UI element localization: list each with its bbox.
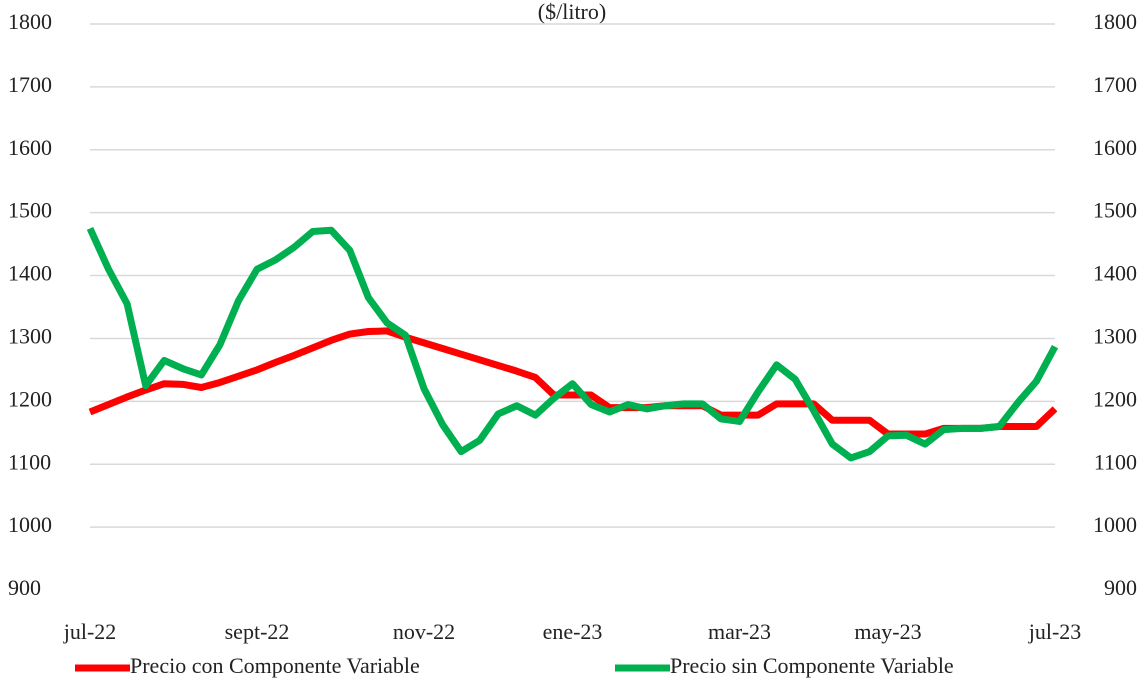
y-tick-label: 1500 [8, 198, 52, 223]
x-tick-label: nov-22 [393, 619, 455, 644]
x-tick-label: ene-23 [543, 619, 603, 644]
y-tick-label: 1300 [8, 323, 52, 348]
y-tick-label: 1200 [8, 386, 52, 411]
series-line [86, 226, 1059, 462]
x-tick-label: mar-23 [708, 619, 771, 644]
legend-label: Precio sin Componente Variable [670, 653, 954, 678]
y2-tick-label: 1600 [1093, 135, 1137, 160]
y-tick-label: 900 [8, 575, 41, 600]
y2-tick-label: 1100 [1094, 449, 1137, 474]
y2-tick-label: 1800 [1093, 9, 1137, 34]
y2-tick-label: 1000 [1093, 512, 1137, 537]
y-tick-label: 1700 [8, 72, 52, 97]
chart-subtitle: ($/litro) [538, 0, 606, 24]
x-tick-label: may-23 [854, 619, 921, 644]
y2-tick-label: 1200 [1093, 386, 1137, 411]
legend-label: Precio con Componente Variable [130, 653, 420, 678]
y2-tick-label: 1400 [1093, 261, 1137, 286]
y-tick-label: 1800 [8, 9, 52, 34]
y-tick-label: 1000 [8, 512, 52, 537]
x-tick-label: sept-22 [225, 619, 290, 644]
y2-tick-label: 900 [1104, 575, 1137, 600]
y-tick-label: 1100 [8, 449, 51, 474]
y2-tick-label: 1300 [1093, 323, 1137, 348]
y-tick-label: 1400 [8, 261, 52, 286]
y2-tick-label: 1500 [1093, 198, 1137, 223]
y-tick-label: 1600 [8, 135, 52, 160]
x-tick-label: jul-23 [1028, 619, 1082, 644]
y2-tick-label: 1700 [1093, 72, 1137, 97]
x-tick-label: jul-22 [63, 619, 117, 644]
